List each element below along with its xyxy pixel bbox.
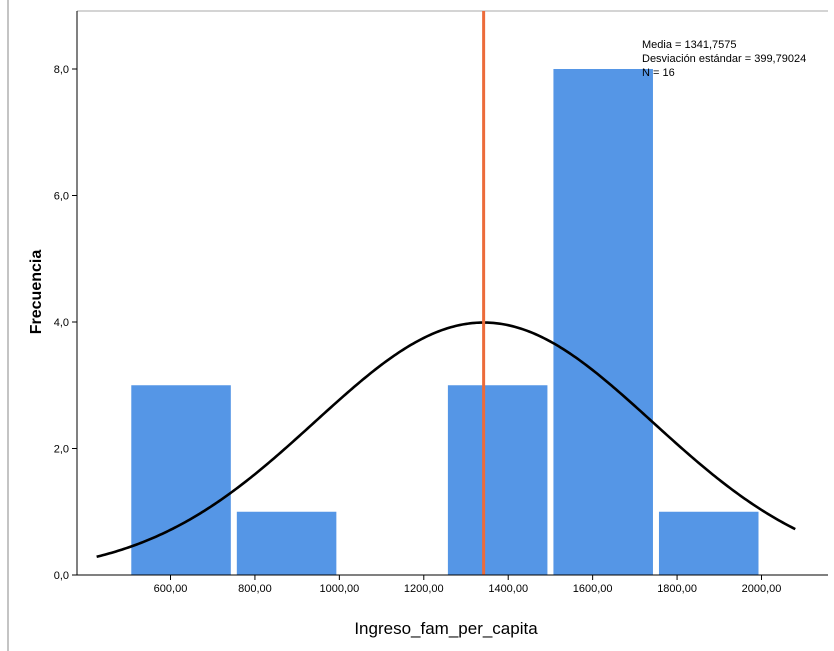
y-tick-label: 8,0 [54,64,69,76]
normal-curve-layer [96,321,796,559]
histogram-bars [131,69,759,575]
histogram-bar [447,385,548,575]
x-tick-label: 1400,00 [488,583,528,595]
y-tick-label: 0,0 [54,570,69,582]
stat-n: N = 16 [642,67,675,79]
x-tick-label: 2000,00 [742,583,782,595]
axes [72,11,828,580]
y-tick-labels: 0,0 2,0 4,0 6,0 8,0 [54,64,69,582]
chart-frame [7,0,828,651]
x-tick-label: 1200,00 [404,583,444,595]
y-tick-label: 4,0 [54,317,69,329]
histogram-bar [658,511,759,575]
stats-box: Media = 1341,7575 Desviación estándar = … [642,39,806,79]
y-tick-label: 6,0 [54,191,69,203]
x-tick-label: 800,00 [238,583,272,595]
histogram-bar [553,69,653,575]
histogram-bar [131,385,231,575]
y-tick-label: 2,0 [54,444,69,456]
y-axis-title: Frecuencia [28,250,45,335]
x-tick-label: 1800,00 [657,583,697,595]
x-tick-label: 1000,00 [319,583,359,595]
x-tick-labels: 600,00 800,00 1000,00 1200,00 1400,00 1600,00… [154,583,782,595]
normal-curve [96,321,796,559]
stat-mean: Media = 1341,7575 [642,39,737,51]
x-tick-label: 1600,00 [573,583,613,595]
x-axis-title: Ingreso_fam_per_capita [354,619,538,638]
histogram-bar [236,511,337,575]
stat-std: Desviación estándar = 399,79024 [642,53,806,65]
x-tick-label: 600,00 [154,583,188,595]
